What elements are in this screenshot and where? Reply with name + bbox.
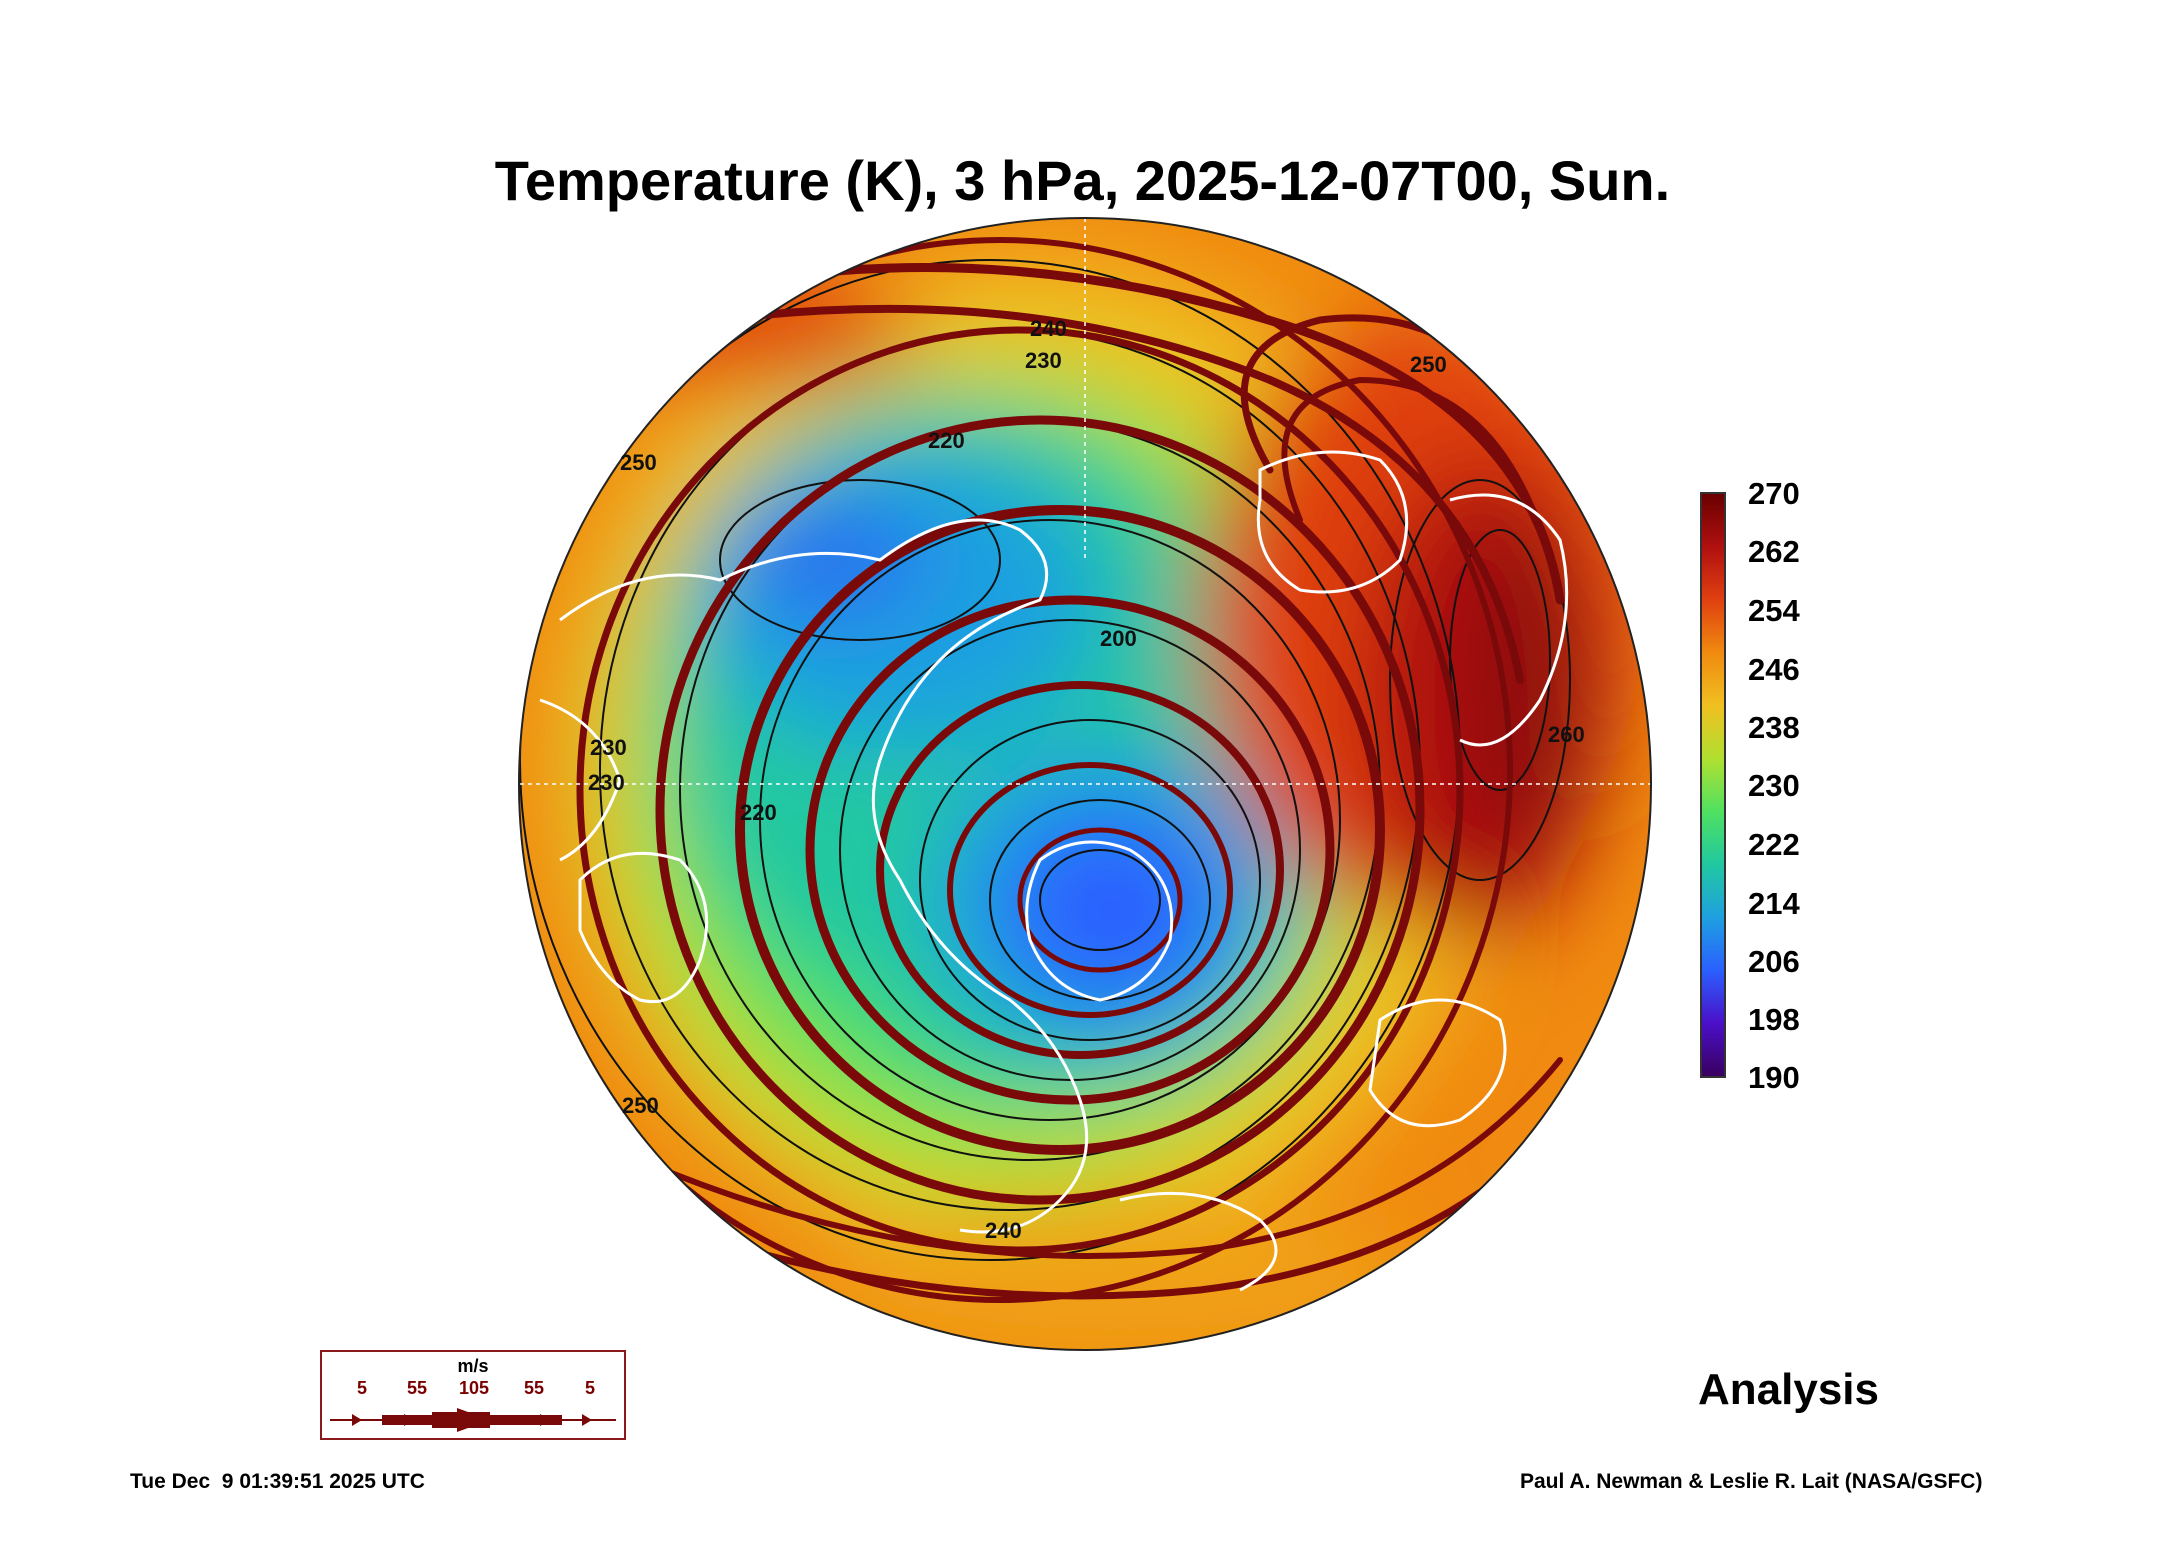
map-border [518, 217, 1652, 1351]
colorbar-tick-label: 198 [1748, 1002, 1800, 1037]
contour-label: 250 [622, 1093, 659, 1118]
contour-label: 230 [1025, 348, 1062, 373]
colorbar-tick-label: 262 [1748, 534, 1800, 569]
contour-label: 200 [1100, 626, 1137, 651]
contour-label: 260 [1548, 722, 1585, 747]
contour-label: 240 [1030, 316, 1067, 341]
contour-label: 240 [985, 1218, 1022, 1243]
wind-legend-speed: 5 [584, 1378, 596, 1398]
contour-label: 250 [620, 450, 657, 475]
contour-labels: 240 230 220 200 220 230 250 260 240 230 … [588, 316, 1585, 1243]
colorbar-tick-label: 230 [1748, 768, 1800, 803]
wind-legend-arrow [330, 1408, 616, 1432]
contour-label: 220 [740, 800, 777, 825]
coastlines [539, 450, 1569, 1292]
colorbar-tick-label: 222 [1748, 827, 1800, 862]
timestamp: Tue Dec 9 01:39:51 2025 UTC [130, 1470, 425, 1493]
colorbar-tick-label: 270 [1748, 476, 1800, 511]
temperature-colorbar [1700, 492, 1726, 1078]
wind-legend-speed: 105 [458, 1378, 490, 1398]
contour-label: 220 [928, 428, 965, 453]
colorbar-tick-label: 254 [1748, 593, 1800, 628]
wind-legend-speed: 55 [523, 1378, 545, 1398]
wind-legend-speed: 5 [356, 1378, 368, 1398]
page-title: Temperature (K), 3 hPa, 2025-12-07T00, S… [494, 149, 1671, 212]
wind-legend-unit: m/s [457, 1356, 489, 1376]
contour-label: 230 [588, 770, 625, 795]
wind-speed-legend: m/s 5 55 105 55 5 [320, 1350, 626, 1440]
colorbar-tick-label: 246 [1748, 652, 1800, 687]
wind-streamlines [519, 237, 1584, 1303]
wind-legend-speed: 55 [406, 1378, 428, 1398]
credit-line: Paul A. Newman & Leslie R. Lait (NASA/GS… [1520, 1470, 1983, 1493]
contour-label: 250 [1410, 352, 1447, 377]
colorbar-tick-label: 238 [1748, 710, 1800, 745]
contour-label: 230 [590, 735, 627, 760]
graticule [520, 218, 1650, 785]
colorbar-tick-label: 206 [1748, 944, 1800, 979]
colorbar-tick-label: 214 [1748, 886, 1800, 921]
colorbar-tick-label: 190 [1748, 1060, 1800, 1095]
analysis-label: Analysis [1698, 1365, 1879, 1414]
